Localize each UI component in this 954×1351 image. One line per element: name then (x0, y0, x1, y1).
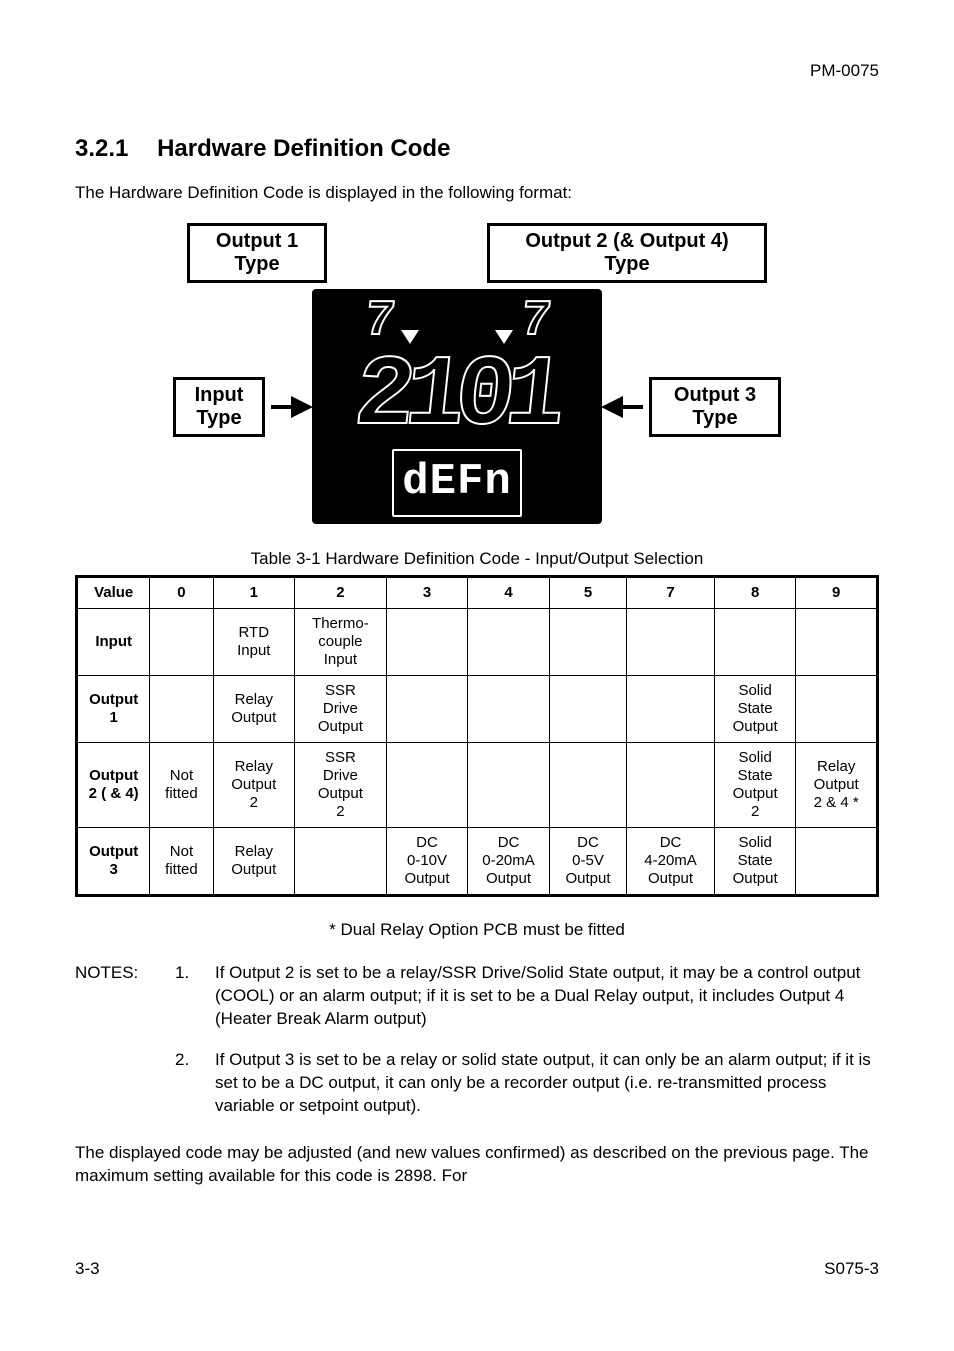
table-cell: SolidStateOutput (714, 676, 796, 743)
table-header-row: Value012345789 (77, 577, 878, 609)
table-col-header: 5 (549, 577, 626, 609)
table-cell (468, 743, 550, 828)
table-row-header: Input (77, 609, 150, 676)
section-number: 3.2.1 (75, 135, 128, 162)
table-caption: Table 3-1 Hardware Definition Code - Inp… (75, 548, 879, 571)
intro-paragraph: The Hardware Definition Code is displaye… (75, 182, 879, 205)
table-cell: SSRDriveOutput (295, 676, 387, 743)
table-col-header: 4 (468, 577, 550, 609)
connector-line (623, 405, 643, 409)
table-row-header: Output3 (77, 828, 150, 896)
closing-paragraph: The displayed code may be adjusted (and … (75, 1142, 879, 1188)
table-cell: DC0-10VOutput (386, 828, 468, 896)
label-output24-type: Output 2 (& Output 4)Type (487, 223, 767, 283)
hardware-definition-table: Value012345789 Input RTDInputThermo-coupl… (75, 575, 879, 897)
table-cell: Notfitted (150, 828, 213, 896)
table-col-header: 0 (150, 577, 213, 609)
table-cell: Notfitted (150, 743, 213, 828)
table-cell (796, 609, 878, 676)
arrow-left-icon (601, 396, 623, 418)
table-cell: RTDInput (213, 609, 295, 676)
table-row: Output2 ( & 4)NotfittedRelayOutput2SSRDr… (77, 743, 878, 828)
table-cell: DC4-20mAOutput (627, 828, 715, 896)
footer-right: S075-3 (824, 1258, 879, 1281)
label-input-type: InputType (173, 377, 265, 437)
table-col-header: 9 (796, 577, 878, 609)
table-cell: RelayOutput2 & 4 * (796, 743, 878, 828)
connector-line (271, 405, 291, 409)
display-defn-panel: dEFn (392, 449, 522, 516)
display-defn-text: dEFn (402, 457, 512, 507)
table-cell (796, 676, 878, 743)
note-number: 1. (175, 962, 215, 1031)
note-number: 2. (175, 1049, 215, 1118)
table-cell: RelayOutput2 (213, 743, 295, 828)
table-cell (549, 676, 626, 743)
footer-left: 3-3 (75, 1258, 100, 1281)
table-cell (295, 828, 387, 896)
table-row: Output1 RelayOutputSSRDriveOutput SolidSta… (77, 676, 878, 743)
table-cell: RelayOutput (213, 828, 295, 896)
display-panel: 7 7 2 1 0 1 dEFn (312, 289, 602, 524)
table-col-header: 1 (213, 577, 295, 609)
table-cell: SolidStateOutput (714, 828, 796, 896)
table-cell: DC0-5VOutput (549, 828, 626, 896)
table-cell (549, 743, 626, 828)
table-body: Input RTDInputThermo-coupleInput Output1 Re… (77, 609, 878, 896)
section-heading: 3.2.1 Hardware Definition Code (75, 133, 879, 165)
table-col-header: Value (77, 577, 150, 609)
table-cell: Thermo-coupleInput (295, 609, 387, 676)
arrow-right-icon (291, 396, 313, 418)
table-col-header: 7 (627, 577, 715, 609)
table-cell: SolidStateOutput2 (714, 743, 796, 828)
table-col-header: 8 (714, 577, 796, 609)
table-footnote: * Dual Relay Option PCB must be fitted (75, 919, 879, 942)
table-cell (627, 676, 715, 743)
table-cell (150, 609, 213, 676)
display-main-digits: 2 1 0 1 (357, 350, 557, 445)
table-row-header: Output1 (77, 676, 150, 743)
notes-block: NOTES: 1. If Output 2 is set to be a rel… (75, 962, 879, 1118)
hardware-code-figure: Output 1Type Output 2 (& Output 4)Type I… (167, 223, 787, 524)
doc-id: PM-0075 (75, 60, 879, 83)
notes-label-spacer (75, 1049, 175, 1118)
table-row: Output3NotfittedRelayOutput DC0-10VOutput… (77, 828, 878, 896)
table-cell (714, 609, 796, 676)
table-cell (386, 609, 468, 676)
label-output3-type: Output 3Type (649, 377, 781, 437)
table-cell (549, 609, 626, 676)
display-digit: 1 (500, 348, 565, 448)
table-row-header: Output2 ( & 4) (77, 743, 150, 828)
table-cell (627, 743, 715, 828)
table-cell (386, 676, 468, 743)
display-top-right-digit: 7 (518, 297, 551, 347)
table-cell (468, 609, 550, 676)
note-text: If Output 2 is set to be a relay/SSR Dri… (215, 962, 879, 1031)
table-cell (150, 676, 213, 743)
table-row: Input RTDInputThermo-coupleInput (77, 609, 878, 676)
table-cell (386, 743, 468, 828)
page-footer: 3-3 S075-3 (75, 1258, 879, 1281)
note-text: If Output 3 is set to be a relay or soli… (215, 1049, 879, 1118)
table-cell (627, 609, 715, 676)
section-title: Hardware Definition Code (157, 135, 450, 162)
notes-label: NOTES: (75, 962, 175, 1031)
table-cell (468, 676, 550, 743)
table-cell: RelayOutput (213, 676, 295, 743)
table-cell (796, 828, 878, 896)
table-cell: DC0-20mAOutput (468, 828, 550, 896)
table-cell: SSRDriveOutput2 (295, 743, 387, 828)
table-head: Value012345789 (77, 577, 878, 609)
display-top-left-digit: 7 (362, 297, 395, 347)
table-col-header: 2 (295, 577, 387, 609)
label-output1-type: Output 1Type (187, 223, 327, 283)
table-col-header: 3 (386, 577, 468, 609)
